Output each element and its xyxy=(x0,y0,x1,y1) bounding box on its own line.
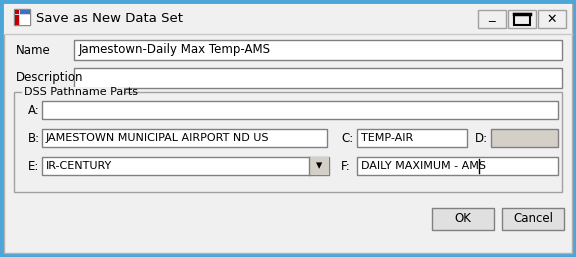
Text: Jamestown-Daily Max Temp-AMS: Jamestown-Daily Max Temp-AMS xyxy=(79,43,271,57)
Text: JAMESTOWN MUNICIPAL AIRPORT ND US: JAMESTOWN MUNICIPAL AIRPORT ND US xyxy=(46,133,270,143)
Bar xyxy=(478,10,506,28)
Bar xyxy=(22,87,124,97)
Bar xyxy=(14,9,30,25)
Bar xyxy=(42,157,329,175)
Bar xyxy=(502,208,564,230)
Bar xyxy=(20,10,25,14)
Bar xyxy=(42,101,558,119)
Bar xyxy=(14,92,562,192)
Bar xyxy=(25,10,30,14)
Text: Description: Description xyxy=(16,71,84,85)
Text: TEMP-AIR: TEMP-AIR xyxy=(361,133,413,143)
Bar xyxy=(42,129,327,147)
Text: DAILY MAXIMUM - AMS: DAILY MAXIMUM - AMS xyxy=(361,161,486,171)
Bar xyxy=(74,68,562,88)
Bar xyxy=(74,40,562,60)
Text: F:: F: xyxy=(341,160,351,172)
Bar xyxy=(309,157,329,175)
Bar xyxy=(25,15,30,20)
Bar xyxy=(357,157,558,175)
Text: OK: OK xyxy=(454,213,471,225)
Bar xyxy=(14,10,20,14)
Text: A:: A: xyxy=(28,104,40,116)
Bar xyxy=(4,4,572,34)
Text: ✕: ✕ xyxy=(547,13,557,25)
Text: IR-CENTURY: IR-CENTURY xyxy=(46,161,112,171)
Bar xyxy=(20,15,25,20)
Bar xyxy=(508,10,536,28)
Bar xyxy=(432,208,494,230)
Text: Name: Name xyxy=(16,43,51,57)
Bar xyxy=(357,129,467,147)
Bar xyxy=(14,20,20,25)
Text: Cancel: Cancel xyxy=(513,213,553,225)
Text: ▾: ▾ xyxy=(316,160,322,172)
Bar xyxy=(20,20,25,25)
Text: E:: E: xyxy=(28,160,39,172)
Bar xyxy=(491,129,558,147)
Text: Save as New Data Set: Save as New Data Set xyxy=(36,13,183,25)
Bar xyxy=(538,10,566,28)
Text: B:: B: xyxy=(28,132,40,144)
Bar xyxy=(514,14,530,25)
Bar xyxy=(14,15,20,20)
Text: C:: C: xyxy=(341,132,353,144)
Text: DSS Pathname Parts: DSS Pathname Parts xyxy=(24,87,138,97)
Bar xyxy=(25,20,30,25)
Text: ─: ─ xyxy=(488,16,495,26)
Text: D:: D: xyxy=(475,132,488,144)
